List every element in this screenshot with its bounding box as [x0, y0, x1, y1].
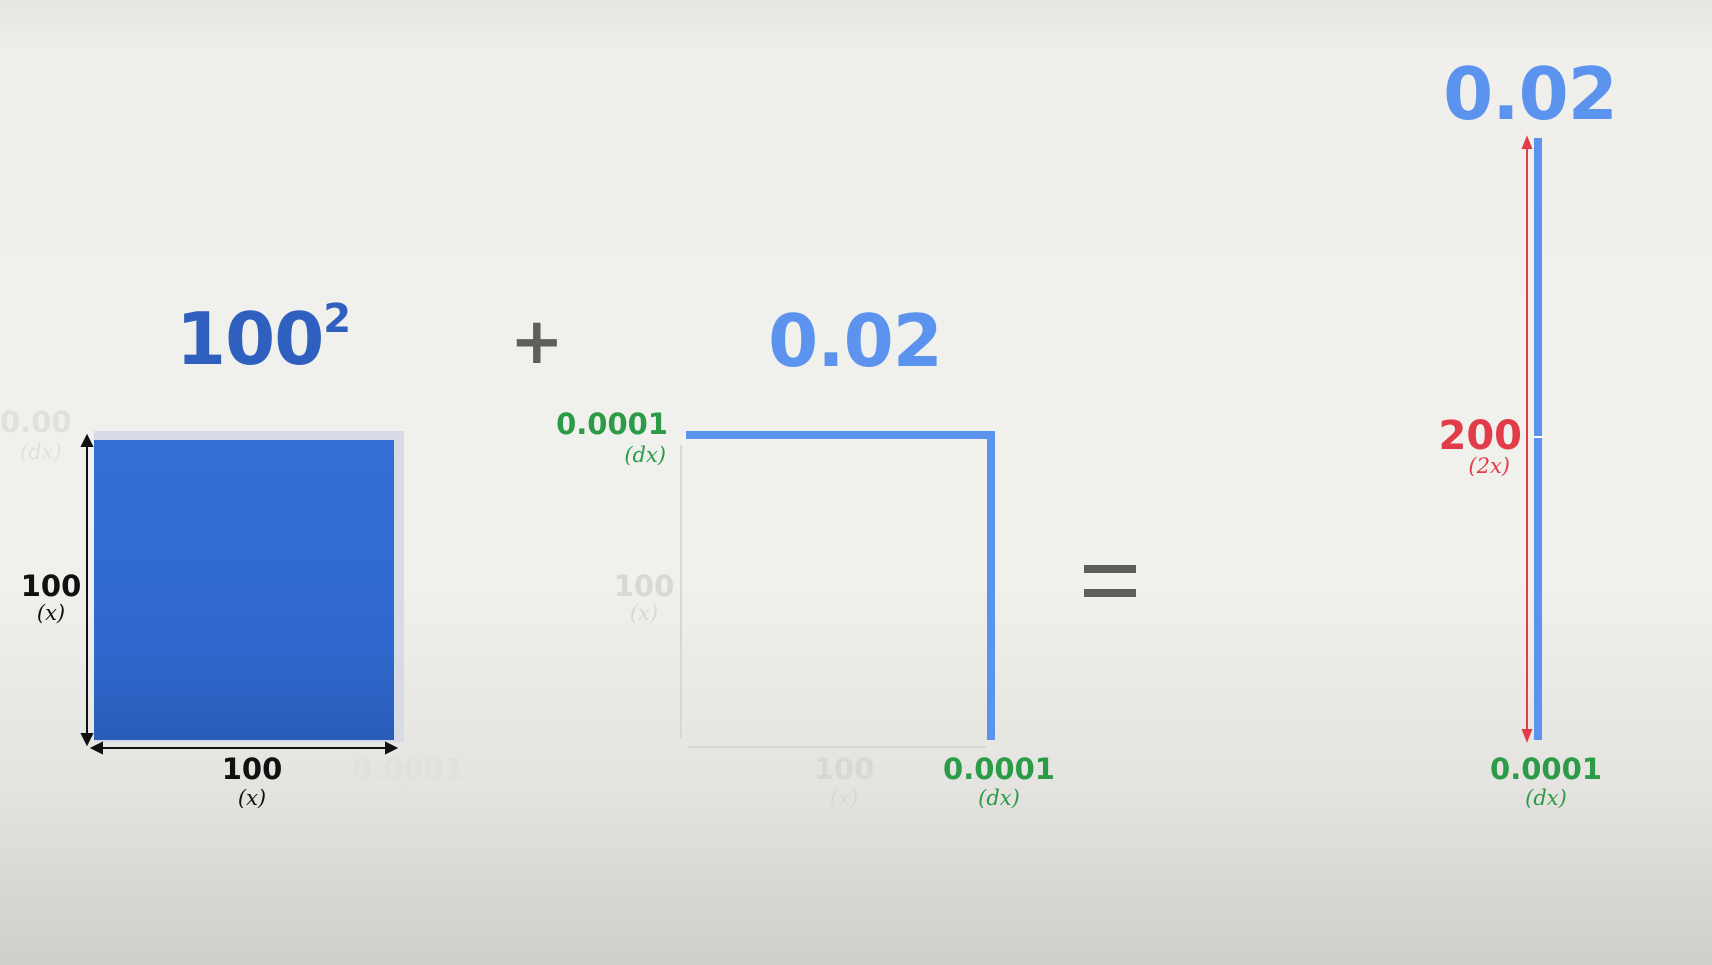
strip-top-dx-label: 0.0001: [556, 407, 668, 441]
rectangle-width-dx-label: 0.0001: [1490, 752, 1602, 786]
strip-side-ghost-var: (x): [629, 601, 659, 625]
square-area-exponent: 2: [323, 296, 351, 342]
rectangle-length-var: (2x): [1468, 454, 1510, 478]
strip-area-title: 0.02: [768, 299, 943, 383]
equals-bar-bottom: [1084, 589, 1136, 597]
strip-corner-dx-label: 0.0001: [943, 752, 1055, 786]
ghost-dx-var-bottom: (dx): [386, 786, 428, 810]
square-area-base: 100: [176, 297, 324, 381]
strip-side-ghost-label: 100: [613, 569, 675, 603]
ghost-dx-label-left: 0.0001: [0, 408, 72, 437]
rectangle-length-label: 200: [1438, 413, 1523, 459]
square-side-var: (x): [36, 601, 66, 625]
ghost-dx-label-bottom: 0.0001: [352, 752, 464, 786]
square-side-label: 100: [20, 569, 82, 603]
square-bottom-label: 100: [221, 752, 283, 786]
strip-top-dx-var: (dx): [624, 443, 666, 467]
square-area-title: 1002: [176, 299, 366, 375]
plus-sign: +: [510, 305, 564, 379]
square-x-by-x: [94, 440, 394, 740]
square-bottom-var: (x): [237, 786, 267, 810]
rectangle-width-dx-var: (dx): [1525, 786, 1567, 810]
ghost-dx-var-left: (dx): [20, 442, 62, 463]
strip-corner-dx-var: (dx): [978, 786, 1020, 810]
equals-sign: [1084, 565, 1136, 601]
rectangle-area-title: 0.02: [1443, 52, 1618, 136]
equals-bar-top: [1084, 565, 1136, 573]
strip-bottom-ghost-var: (x): [829, 786, 859, 810]
strip-bottom-ghost-label: 100: [813, 752, 875, 786]
